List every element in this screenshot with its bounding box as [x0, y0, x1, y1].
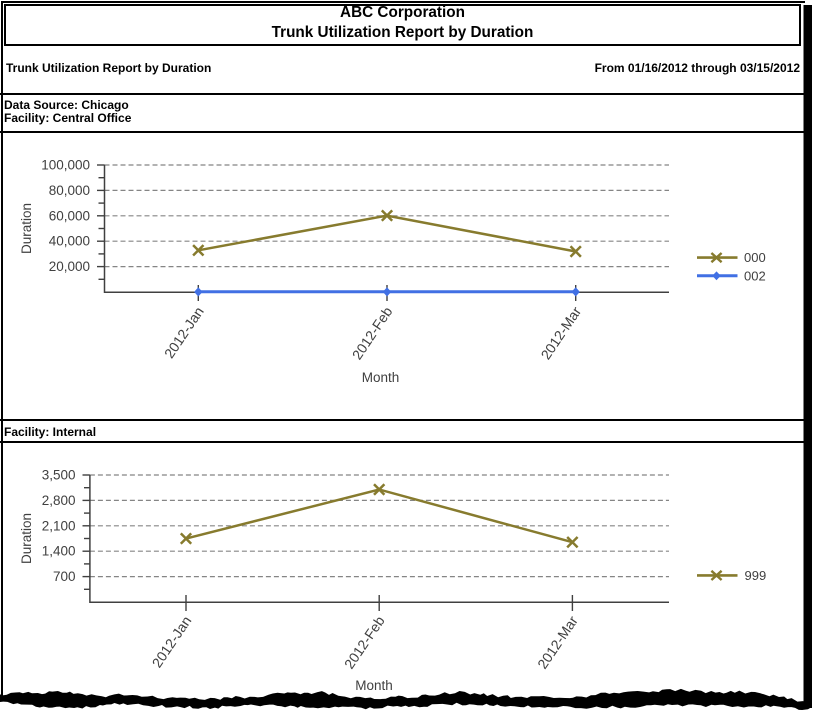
svg-text:2012-Feb: 2012-Feb	[349, 304, 396, 363]
svg-text:Month: Month	[362, 370, 400, 385]
svg-text:40,000: 40,000	[49, 234, 90, 249]
svg-text:2012-Feb: 2012-Feb	[341, 613, 388, 672]
svg-text:000: 000	[744, 250, 766, 265]
svg-text:2012-Mar: 2012-Mar	[534, 613, 581, 672]
svg-text:999: 999	[745, 568, 767, 583]
svg-text:1,400: 1,400	[42, 544, 76, 559]
svg-text:2012-Jan: 2012-Jan	[149, 613, 195, 670]
svg-text:2012-Mar: 2012-Mar	[537, 303, 584, 362]
svg-text:Month: Month	[355, 678, 393, 693]
svg-text:Duration: Duration	[19, 203, 34, 254]
svg-text:Duration: Duration	[19, 513, 34, 564]
svg-text:700: 700	[53, 569, 76, 584]
svg-text:3,500: 3,500	[42, 468, 76, 483]
svg-text:002: 002	[744, 268, 766, 283]
svg-text:2012-Jan: 2012-Jan	[161, 304, 207, 361]
svg-text:100,000: 100,000	[41, 158, 90, 173]
svg-text:2,100: 2,100	[42, 518, 76, 533]
svg-text:60,000: 60,000	[49, 208, 90, 223]
svg-text:80,000: 80,000	[49, 183, 90, 198]
svg-text:20,000: 20,000	[49, 259, 90, 274]
svg-text:2,800: 2,800	[42, 493, 76, 508]
